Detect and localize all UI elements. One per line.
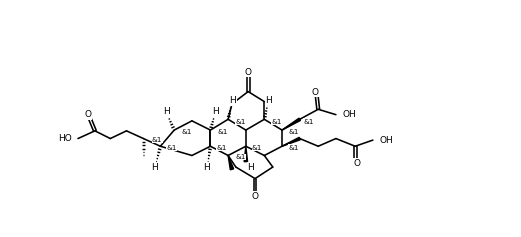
Polygon shape — [228, 155, 233, 170]
Text: O: O — [245, 68, 252, 77]
Text: O: O — [252, 192, 258, 201]
Text: OH: OH — [379, 136, 393, 145]
Text: &1: &1 — [182, 129, 192, 135]
Text: &1: &1 — [152, 137, 162, 143]
Text: H: H — [247, 163, 254, 172]
Text: O: O — [353, 159, 360, 168]
Polygon shape — [244, 146, 247, 162]
Text: H: H — [203, 163, 210, 172]
Text: &1: &1 — [288, 145, 299, 151]
Text: &1: &1 — [271, 118, 282, 125]
Polygon shape — [282, 137, 300, 146]
Text: O: O — [312, 88, 319, 97]
Text: &1: &1 — [304, 118, 314, 125]
Text: O: O — [84, 110, 92, 119]
Text: &1: &1 — [235, 154, 245, 160]
Text: H: H — [213, 107, 219, 116]
Text: OH: OH — [342, 110, 356, 119]
Text: &1: &1 — [289, 129, 300, 135]
Polygon shape — [282, 118, 301, 130]
Text: &1: &1 — [217, 129, 228, 135]
Text: HO: HO — [58, 134, 72, 143]
Text: H: H — [229, 96, 236, 105]
Text: &1: &1 — [235, 118, 245, 125]
Text: &1: &1 — [252, 145, 263, 151]
Text: H: H — [163, 107, 170, 116]
Text: H: H — [152, 163, 158, 172]
Text: H: H — [266, 96, 272, 105]
Text: &1: &1 — [167, 145, 177, 151]
Text: &1: &1 — [217, 145, 227, 151]
